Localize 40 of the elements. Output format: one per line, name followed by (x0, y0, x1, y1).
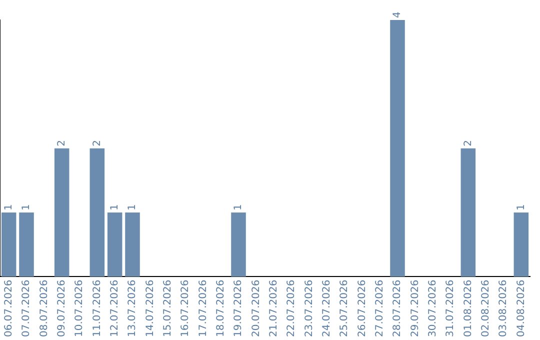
data-label: 1 (516, 204, 527, 211)
x-tick-label: 17.07.2026 (198, 280, 209, 338)
x-tick-label: 09.07.2026 (56, 280, 68, 338)
x-tick-label: 28.07.2026 (392, 280, 404, 338)
data-label: 1 (3, 204, 14, 211)
x-tick-label: 19.07.2026 (233, 280, 244, 338)
x-tick-label: 01.08.2026 (462, 280, 474, 338)
x-tick-label: 24.07.2026 (321, 280, 332, 338)
data-label: 4 (392, 12, 404, 18)
x-tick-label: 07.07.2026 (21, 280, 32, 338)
x-tick-label: 30.07.2026 (427, 280, 438, 338)
x-tick-label: 02.08.2026 (480, 280, 492, 338)
data-label: 2 (462, 140, 474, 146)
x-tick-label: 23.07.2026 (304, 280, 315, 338)
x-tick-label: 14.07.2026 (144, 280, 156, 338)
x-tick-label: 13.07.2026 (127, 280, 138, 338)
x-tick-label: 27.07.2026 (374, 280, 386, 338)
x-tick-label: 11.07.2026 (92, 280, 103, 338)
x-tick-label: 04.08.2026 (516, 280, 527, 338)
x-tick-label: 21.07.2026 (268, 280, 280, 338)
data-label: 1 (127, 204, 138, 211)
data-label: 1 (233, 204, 244, 211)
x-tick-label: 25.07.2026 (339, 280, 350, 338)
x-tick-label: 18.07.2026 (215, 280, 226, 338)
x-tick-label: 08.07.2026 (38, 280, 50, 338)
x-tick-label: 10.07.2026 (74, 280, 86, 338)
data-label: 1 (21, 204, 32, 211)
data-label: 2 (56, 140, 68, 146)
data-label: 2 (92, 140, 103, 146)
x-tick-label: 16.07.2026 (180, 280, 192, 338)
x-tick-label: 31.07.2026 (445, 280, 456, 338)
x-tick-label: 06.07.2026 (3, 280, 14, 338)
x-tick-label: 03.08.2026 (498, 280, 510, 338)
x-tick-label: 29.07.2026 (410, 280, 421, 338)
x-tick-label: 26.07.2026 (356, 280, 368, 338)
data-label: 1 (109, 204, 120, 211)
x-tick-label: 12.07.2026 (109, 280, 120, 338)
x-tick-label: 20.07.2026 (250, 280, 262, 338)
x-tick-label: 22.07.2026 (286, 280, 298, 338)
x-tick-label: 15.07.2026 (162, 280, 174, 338)
